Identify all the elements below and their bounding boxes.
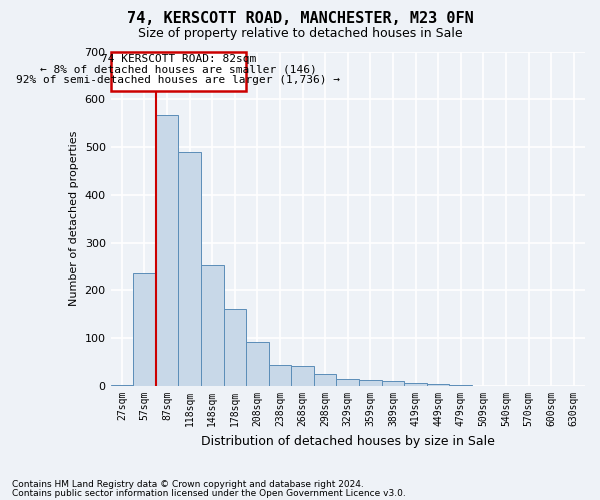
Bar — [201, 265, 224, 386]
Bar — [359, 380, 382, 386]
Text: ← 8% of detached houses are smaller (146): ← 8% of detached houses are smaller (146… — [40, 65, 317, 75]
Bar — [269, 365, 292, 386]
Bar — [449, 384, 472, 386]
Text: 74 KERSCOTT ROAD: 82sqm: 74 KERSCOTT ROAD: 82sqm — [101, 54, 256, 64]
Bar — [178, 152, 201, 386]
Text: Size of property relative to detached houses in Sale: Size of property relative to detached ho… — [137, 28, 463, 40]
Bar — [110, 384, 133, 386]
Bar — [314, 374, 337, 386]
Bar — [337, 379, 359, 386]
Text: 92% of semi-detached houses are larger (1,736) →: 92% of semi-detached houses are larger (… — [16, 76, 340, 86]
Text: Contains HM Land Registry data © Crown copyright and database right 2024.: Contains HM Land Registry data © Crown c… — [12, 480, 364, 489]
Bar — [382, 382, 404, 386]
X-axis label: Distribution of detached houses by size in Sale: Distribution of detached houses by size … — [201, 434, 495, 448]
Bar — [156, 114, 178, 386]
Bar — [133, 273, 156, 386]
Bar — [404, 382, 427, 386]
Text: Contains public sector information licensed under the Open Government Licence v3: Contains public sector information licen… — [12, 489, 406, 498]
Bar — [224, 309, 246, 386]
Text: 74, KERSCOTT ROAD, MANCHESTER, M23 0FN: 74, KERSCOTT ROAD, MANCHESTER, M23 0FN — [127, 11, 473, 26]
Bar — [427, 384, 449, 386]
Y-axis label: Number of detached properties: Number of detached properties — [69, 131, 79, 306]
Bar — [246, 342, 269, 386]
Bar — [292, 366, 314, 386]
FancyBboxPatch shape — [110, 52, 246, 90]
